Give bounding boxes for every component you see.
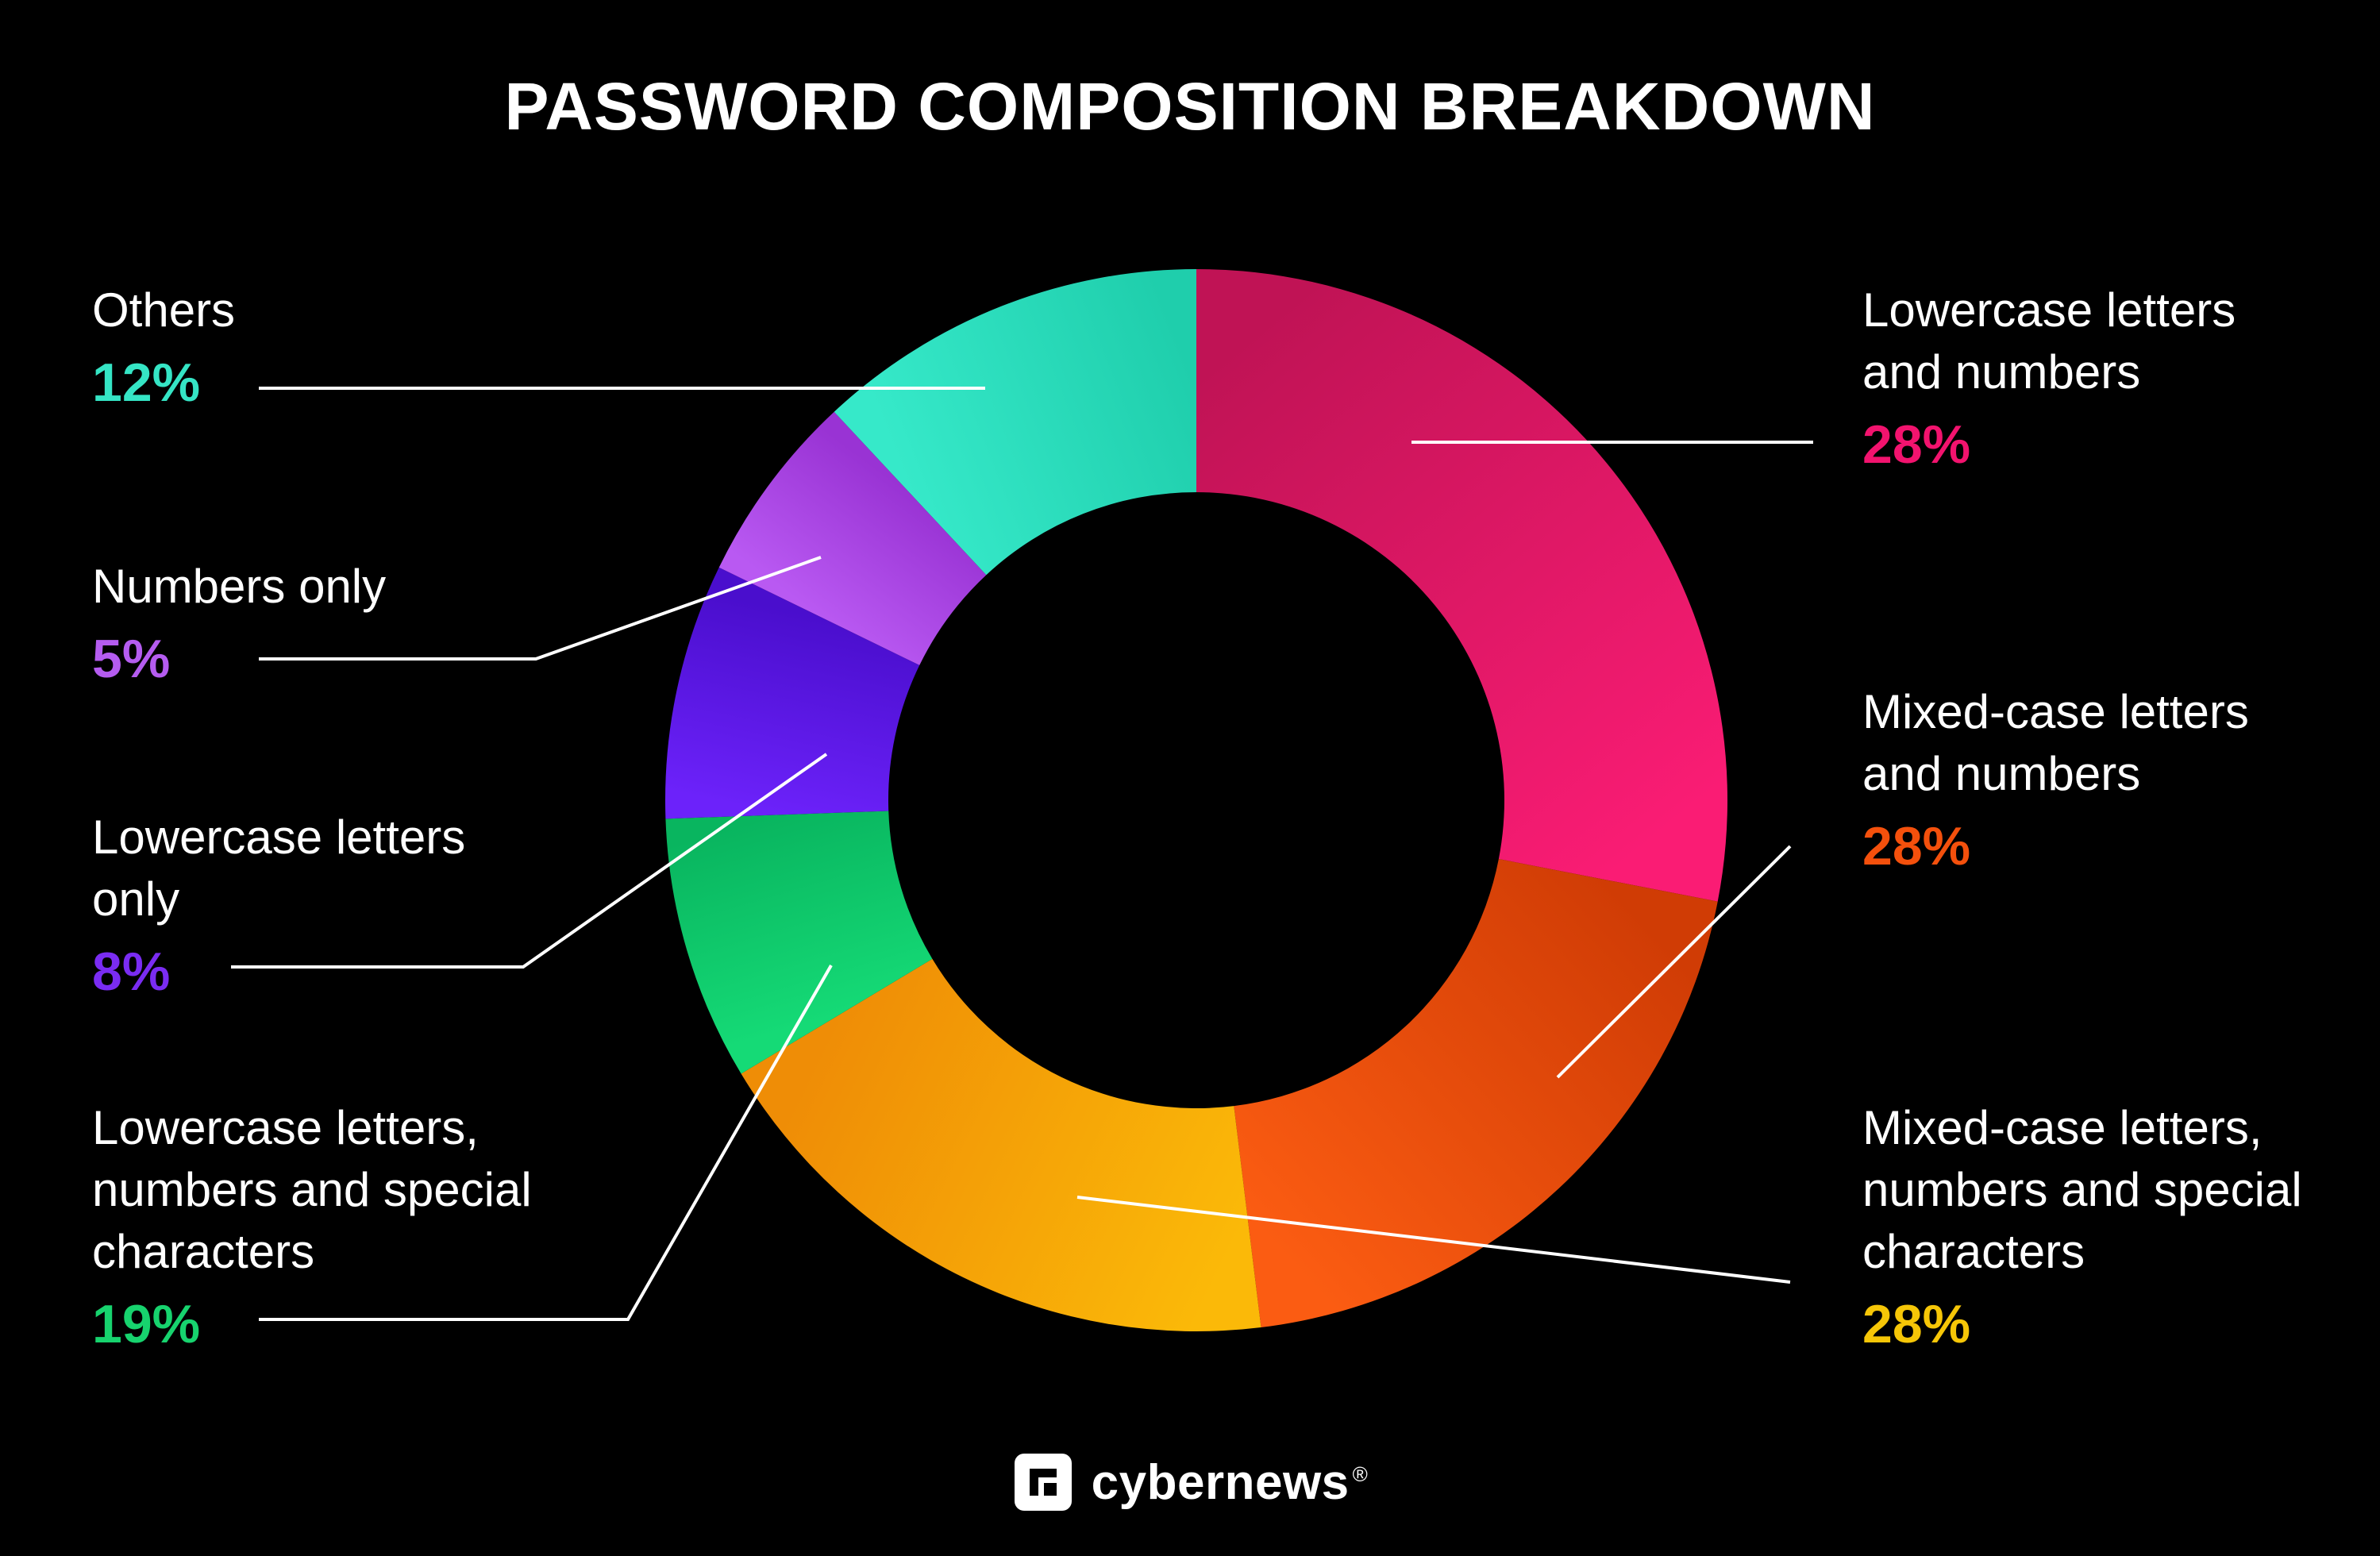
segment-value: 8% bbox=[92, 942, 171, 1002]
callout-line-lc-special bbox=[259, 965, 833, 1321]
segment-label: Numbers only bbox=[92, 560, 387, 613]
callout-line-mixed-special bbox=[1076, 1196, 1791, 1284]
segment-label: Lowercase letters only bbox=[92, 811, 466, 926]
segment-value: 28% bbox=[1862, 816, 1971, 876]
callout-line-lowercase-only bbox=[231, 753, 828, 969]
donut-segment-2 bbox=[741, 958, 1261, 1331]
page-title: PASSWORD COMPOSITION BREAKDOWN bbox=[504, 69, 1876, 144]
donut-segment-6 bbox=[834, 269, 1196, 576]
callout-mixed-case-and-numbers: Mixed-case letters and numbers 28% bbox=[1862, 681, 2307, 878]
donut-segment-5 bbox=[718, 411, 987, 665]
segment-value: 12% bbox=[92, 352, 201, 413]
callout-lowercase-and-numbers: Lowercase letters and numbers 28% bbox=[1862, 279, 2307, 476]
callout-lowercase-numbers-special: Lowercase letters, numbers and special c… bbox=[92, 1097, 537, 1356]
footer: cybernews ® bbox=[0, 1451, 2380, 1513]
callout-numbers-only: Numbers only 5% bbox=[92, 556, 537, 691]
cybernews-logo-icon bbox=[1014, 1454, 1072, 1511]
donut-segment-4 bbox=[665, 567, 920, 819]
callout-lowercase-only: Lowercase letters only 8% bbox=[92, 807, 537, 1003]
segment-label: Mixed-case letters and numbers bbox=[1862, 685, 2249, 800]
segment-label: Others bbox=[92, 283, 236, 337]
brand-name: cybernews ® bbox=[1092, 1454, 1369, 1511]
callout-others: Others 12% bbox=[92, 279, 537, 414]
callout-line-numbers-only bbox=[259, 556, 822, 661]
donut-segment-3 bbox=[665, 811, 933, 1074]
callout-line-mixed-num bbox=[1556, 845, 1792, 1079]
segment-label: Lowercase letters and numbers bbox=[1862, 283, 2236, 399]
segment-label: Mixed-case letters, numbers and special … bbox=[1862, 1101, 2302, 1278]
segment-label: Lowercase letters, numbers and special c… bbox=[92, 1101, 532, 1278]
brand-text: cybernews bbox=[1091, 1454, 1350, 1510]
callout-mixed-case-numbers-special: Mixed-case letters, numbers and special … bbox=[1862, 1097, 2307, 1356]
donut-segment-1 bbox=[1234, 859, 1718, 1328]
segment-value: 5% bbox=[92, 629, 171, 689]
segment-value: 28% bbox=[1862, 414, 1971, 475]
segment-value: 28% bbox=[1862, 1294, 1971, 1354]
registered-mark: ® bbox=[1352, 1462, 1369, 1486]
segment-value: 19% bbox=[92, 1294, 201, 1354]
donut-segment-0 bbox=[1196, 269, 1728, 902]
